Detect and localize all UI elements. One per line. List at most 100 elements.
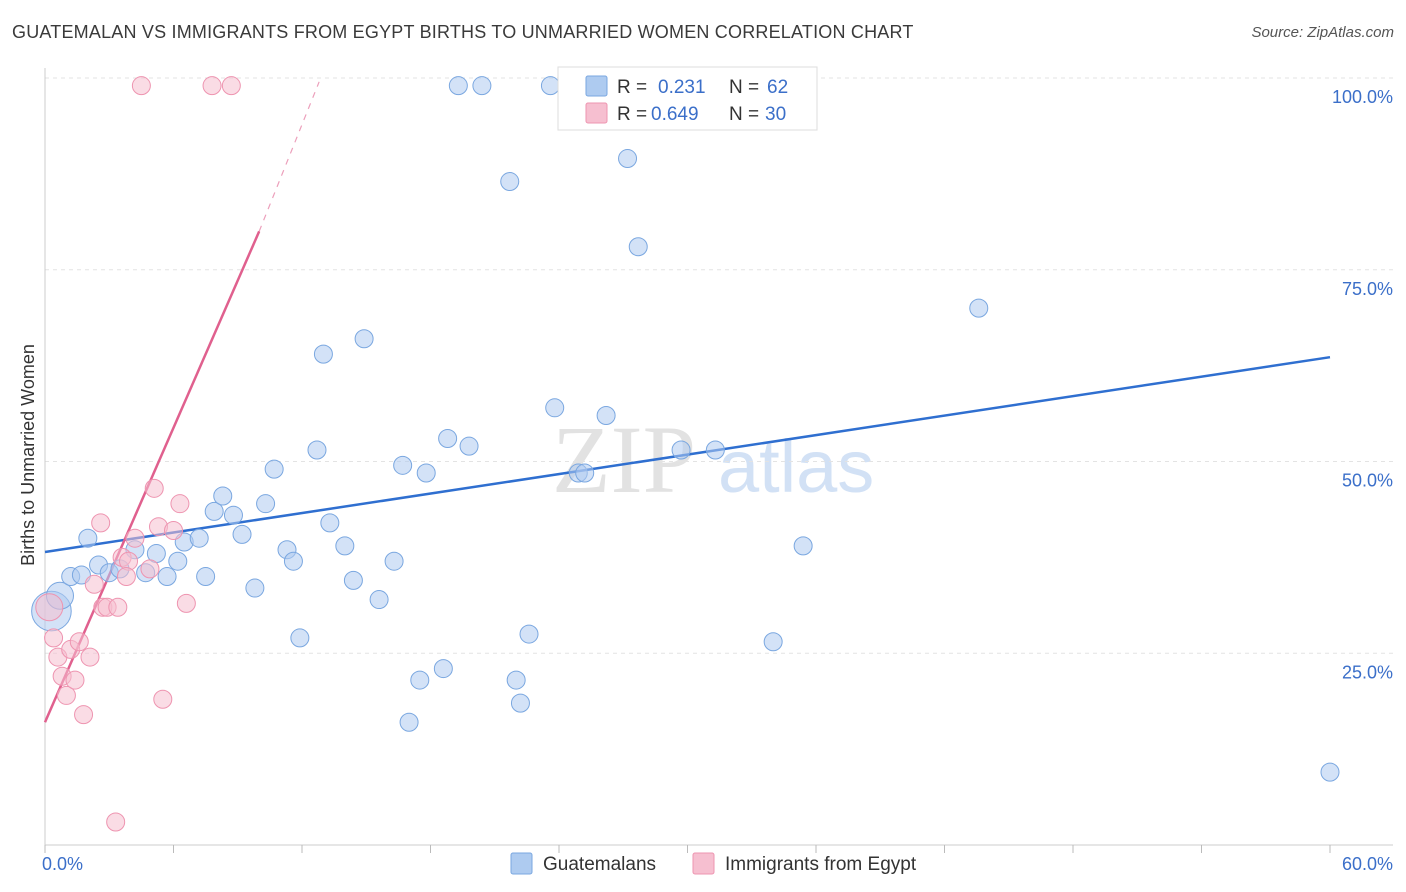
legend-r-value: 0.649	[651, 104, 699, 125]
point-guatemalans	[213, 486, 233, 506]
tick-labels: 25.0% 50.0% 75.0% 100.0% 0.0% 60.0%	[42, 87, 1393, 874]
point-egypt	[106, 812, 126, 832]
point-guatemalans	[506, 670, 526, 690]
point-guatemalans	[369, 590, 389, 610]
point-guatemalans	[78, 528, 98, 548]
x-tick-label: 60.0%	[1342, 854, 1393, 874]
y-tick-label: 25.0%	[1342, 662, 1393, 682]
point-guatemalans	[283, 551, 303, 571]
trend-line-egypt-extension	[258, 81, 320, 232]
point-guatemalans	[393, 455, 413, 475]
point-guatemalans	[307, 440, 327, 460]
point-guatemalans	[399, 712, 419, 732]
point-egypt	[84, 574, 104, 594]
point-guatemalans	[410, 670, 430, 690]
legend-n-value: 62	[767, 77, 788, 98]
gridlines	[45, 77, 1393, 654]
point-guatemalans	[596, 405, 616, 425]
bottom-legend-swatch-pink	[692, 852, 715, 875]
point-guatemalans	[628, 237, 648, 257]
point-guatemalans	[540, 76, 560, 96]
y-tick-label: 100.0%	[1332, 87, 1393, 107]
legend-n-label: N =	[729, 104, 759, 125]
legend-n-value: 30	[765, 104, 786, 125]
point-guatemalans	[204, 501, 224, 521]
point-guatemalans	[71, 565, 91, 585]
point-guatemalans	[969, 298, 989, 318]
point-egypt	[35, 593, 64, 622]
bottom-legend: Guatemalans Immigrants from Egypt	[510, 852, 917, 875]
point-guatemalans	[223, 505, 243, 525]
point-guatemalans	[335, 536, 355, 556]
point-egypt	[164, 521, 183, 541]
point-guatemalans	[196, 567, 216, 587]
y-axis-title: Births to Unmarried Women	[18, 344, 38, 566]
legend: R = 0.231 N = 62 R = 0.649 N = 30	[557, 66, 818, 131]
point-egypt	[131, 76, 151, 96]
point-guatemalans	[438, 428, 458, 448]
legend-n-label: N =	[729, 77, 759, 98]
point-egypt	[144, 478, 164, 498]
point-guatemalans	[189, 528, 209, 548]
point-guatemalans	[459, 436, 479, 456]
data-points	[31, 76, 1340, 832]
point-guatemalans	[157, 567, 177, 587]
point-guatemalans	[705, 440, 725, 460]
legend-r-label: R =	[617, 104, 647, 125]
point-egypt	[140, 559, 160, 579]
point-guatemalans	[416, 463, 436, 483]
point-egypt	[74, 705, 94, 725]
point-guatemalans	[168, 551, 188, 571]
point-guatemalans	[290, 628, 310, 648]
source-label: Source: ZipAtlas.com	[1251, 24, 1394, 41]
point-guatemalans	[320, 513, 340, 533]
watermark-zip: ZIP	[552, 406, 696, 513]
point-egypt	[221, 76, 241, 96]
point-guatemalans	[500, 172, 520, 192]
point-egypt	[108, 597, 128, 617]
point-guatemalans	[472, 76, 492, 96]
chart-title: GUATEMALAN VS IMMIGRANTS FROM EGYPT BIRT…	[12, 22, 914, 42]
x-tick-label: 0.0%	[42, 854, 83, 874]
point-guatemalans	[510, 693, 530, 713]
point-egypt	[56, 685, 76, 705]
legend-r-value: 0.231	[658, 77, 706, 98]
point-guatemalans	[763, 632, 783, 652]
point-guatemalans	[245, 578, 265, 598]
point-guatemalans	[545, 398, 565, 418]
point-egypt	[44, 628, 64, 648]
point-guatemalans	[448, 76, 468, 96]
bottom-legend-label-egypt: Immigrants from Egypt	[725, 854, 917, 875]
point-egypt	[91, 513, 111, 533]
point-guatemalans	[313, 344, 333, 364]
point-egypt	[80, 647, 100, 667]
bottom-legend-swatch-blue	[510, 852, 533, 875]
point-egypt	[176, 593, 196, 613]
y-tick-label: 75.0%	[1342, 279, 1393, 299]
point-egypt	[125, 528, 145, 548]
point-guatemalans	[256, 494, 276, 514]
bottom-legend-label-guatemalans: Guatemalans	[543, 854, 656, 875]
point-guatemalans	[343, 570, 363, 590]
point-guatemalans	[433, 659, 453, 679]
point-guatemalans	[519, 624, 539, 644]
point-guatemalans	[354, 329, 374, 349]
point-guatemalans	[793, 536, 813, 556]
point-guatemalans	[232, 524, 252, 544]
axes	[44, 68, 1393, 853]
point-egypt	[153, 689, 173, 709]
point-egypt	[116, 567, 136, 587]
point-guatemalans	[618, 149, 638, 169]
trend-lines	[43, 81, 1331, 723]
point-guatemalans	[671, 440, 691, 460]
point-egypt	[65, 670, 85, 690]
legend-r-label: R =	[617, 77, 647, 98]
y-tick-label: 50.0%	[1342, 471, 1393, 491]
legend-swatch-pink	[585, 102, 608, 124]
point-guatemalans	[264, 459, 284, 479]
point-guatemalans	[575, 463, 595, 483]
point-guatemalans	[384, 551, 404, 571]
point-egypt	[202, 76, 222, 96]
point-egypt	[69, 632, 89, 652]
